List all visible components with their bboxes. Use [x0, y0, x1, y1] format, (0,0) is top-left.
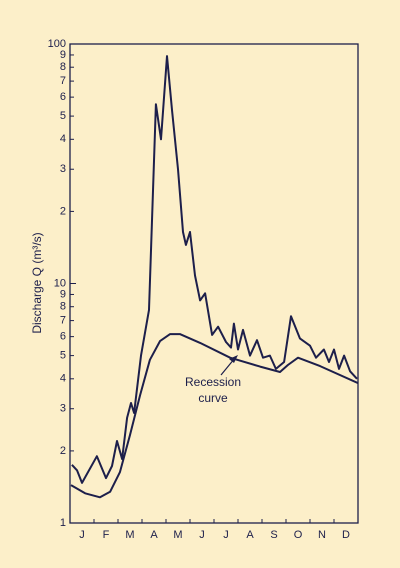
x-tick-label: M	[125, 529, 134, 541]
annotation: Recession	[185, 375, 241, 389]
y-tick-label: 2	[60, 445, 66, 457]
x-tick-label: A	[150, 529, 158, 541]
y-tick-label: 10	[54, 277, 66, 289]
y-tick-label: 3	[60, 163, 66, 175]
y-tick-label: 4	[60, 373, 66, 385]
y-tick-label: 9	[60, 288, 66, 300]
x-tick-label: A	[246, 529, 254, 541]
x-tick-label: J	[199, 529, 205, 541]
y-tick-label: 8	[60, 301, 66, 313]
x-tick-label: M	[173, 529, 182, 541]
annotation: curve	[198, 391, 228, 405]
y-tick-label: 1	[60, 517, 66, 529]
y-tick-label: 9	[60, 49, 66, 61]
y-tick-label: 7	[60, 75, 66, 87]
y-axis-label: Discharge Q (m³/s)	[30, 232, 44, 333]
x-tick-label: N	[318, 529, 326, 541]
x-tick-label: S	[270, 529, 277, 541]
y-tick-label: 100	[48, 38, 66, 50]
x-tick-label: J	[79, 529, 85, 541]
x-tick-label: O	[294, 529, 303, 541]
y-tick-label: 5	[60, 110, 66, 122]
y-tick-label: 6	[60, 331, 66, 343]
y-tick-label: 7	[60, 315, 66, 327]
x-tick-label: J	[223, 529, 229, 541]
y-tick-label: 5	[60, 350, 66, 362]
series-line	[71, 55, 358, 484]
x-tick-label: D	[342, 529, 350, 541]
y-tick-label: 3	[60, 403, 66, 415]
x-tick-label: F	[103, 529, 110, 541]
y-tick-label: 2	[60, 205, 66, 217]
y-tick-label: 8	[60, 61, 66, 73]
y-tick-label: 4	[60, 133, 66, 145]
y-tick-label: 6	[60, 91, 66, 103]
series-line	[70, 333, 359, 499]
